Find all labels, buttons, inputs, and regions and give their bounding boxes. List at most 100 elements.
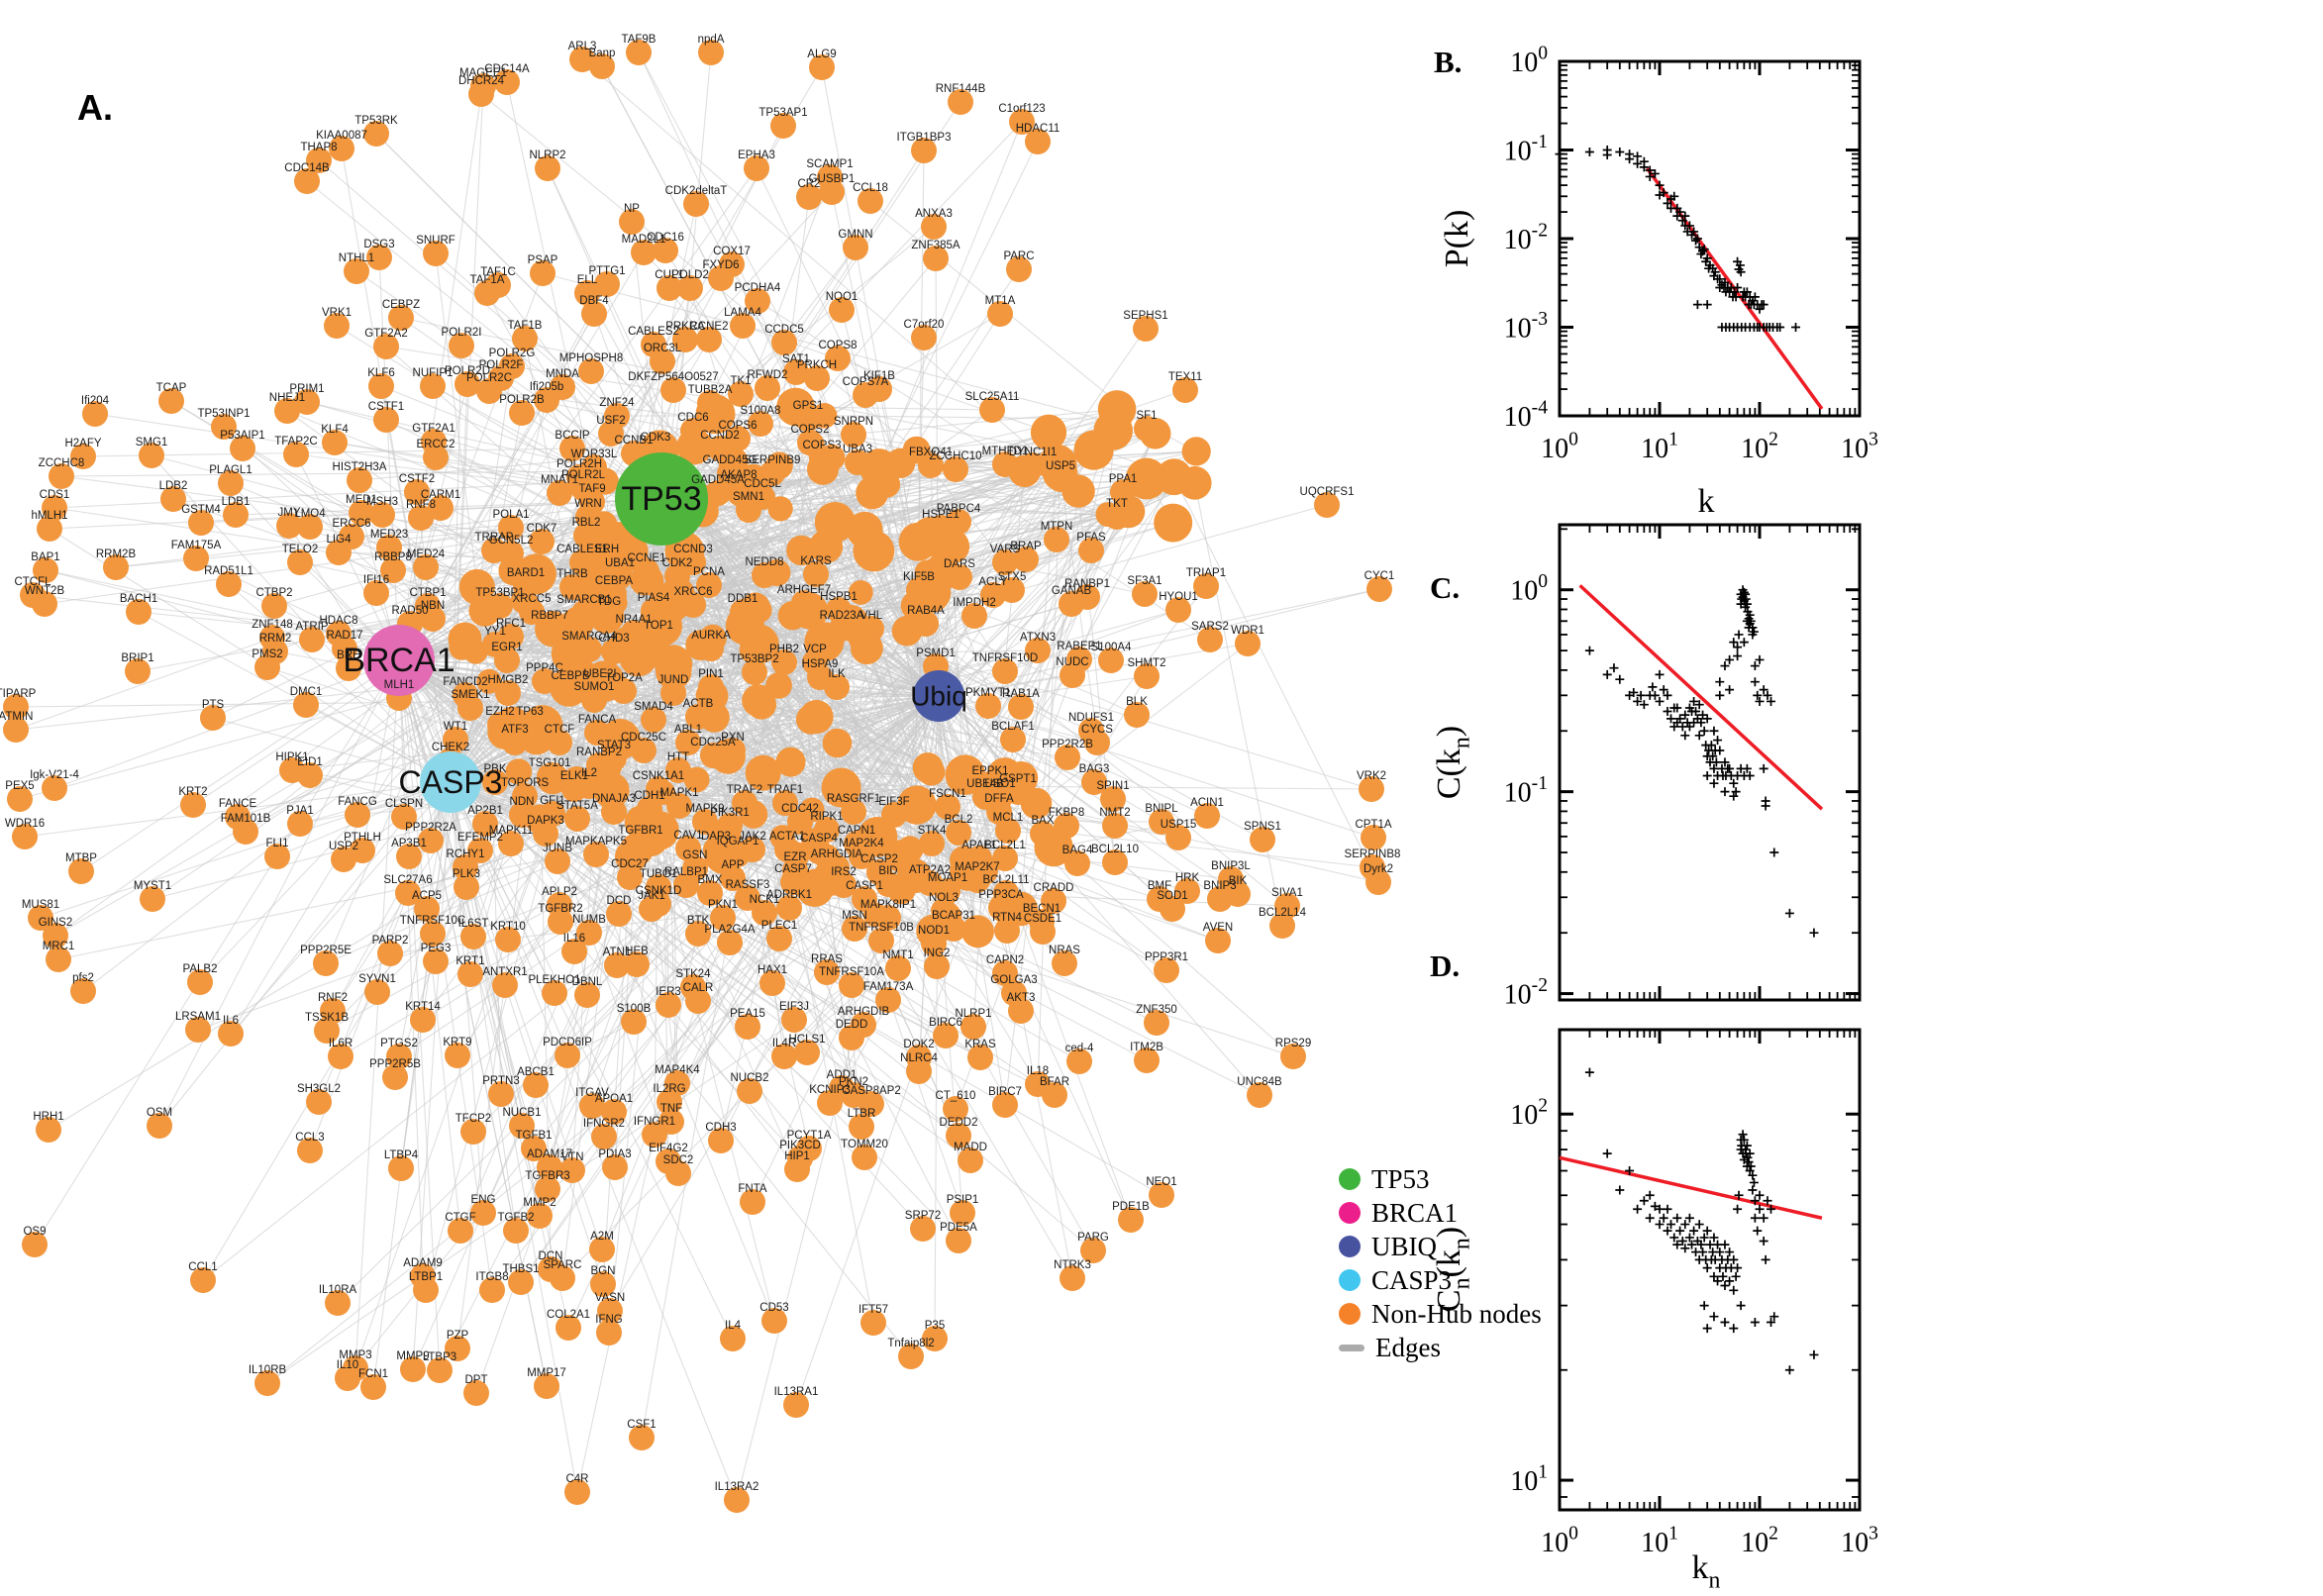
- network-node: [979, 397, 1005, 423]
- network-edge: [758, 529, 865, 645]
- network-node: [759, 460, 785, 486]
- network-node-label: MOAP1: [928, 872, 967, 884]
- network-node: [1365, 869, 1391, 895]
- network-node: [604, 952, 630, 978]
- network-node-label: BIK: [1229, 875, 1248, 887]
- network-node-label: MLH1: [384, 679, 415, 691]
- network-node-label: CDH3: [705, 1122, 736, 1134]
- scatter-point: [1755, 1204, 1765, 1214]
- network-node-label: NP: [624, 203, 640, 215]
- network-node-label: HDAC8: [320, 615, 358, 627]
- network-node: [710, 905, 736, 931]
- scatter-point: [1759, 300, 1768, 310]
- network-node: [576, 920, 602, 946]
- network-node-label: MAD2L1: [622, 234, 666, 246]
- network-node: [1165, 597, 1191, 623]
- network-node-label: SEPHS1: [1123, 310, 1167, 322]
- network-node: [1205, 928, 1231, 953]
- network-node-label: TGFBR1: [618, 825, 662, 837]
- network-node: [382, 1064, 408, 1090]
- network-node: [1133, 316, 1159, 342]
- network-node-label: TFCP2: [455, 1113, 491, 1125]
- scatter-point: [1713, 1276, 1723, 1286]
- network-node: [1084, 730, 1110, 755]
- network-node: [966, 846, 992, 871]
- network-node-label: USF2: [596, 415, 625, 427]
- network-node: [698, 636, 724, 661]
- network-node-label: BLK: [1126, 696, 1148, 708]
- network-node: [583, 842, 609, 867]
- network-node-label: GANAB: [1052, 585, 1092, 597]
- network-node-label: CAPN1: [838, 825, 875, 837]
- network-node: [534, 387, 559, 413]
- network-node-label: CTBP2: [255, 587, 292, 599]
- network-node: [479, 1277, 505, 1303]
- network-node-label: PPP3CA: [978, 889, 1024, 901]
- scatter-point: [1720, 1318, 1730, 1328]
- network-node-label: TAF1A: [470, 274, 505, 286]
- scatter-point: [1745, 1148, 1755, 1158]
- network-node-label: BRIP1: [121, 652, 153, 664]
- network-node-label: CDK2: [662, 557, 693, 569]
- network-node-label: ADRBK1: [766, 889, 812, 901]
- network-node: [596, 602, 622, 628]
- network-node: [843, 235, 868, 260]
- network-node: [1193, 573, 1219, 599]
- network-node-label: BGN: [591, 1265, 616, 1277]
- network-node: [946, 1228, 971, 1253]
- network-node: [680, 592, 706, 618]
- network-node: [476, 378, 502, 404]
- network-node: [369, 502, 395, 528]
- network-edge: [813, 840, 1073, 1279]
- scatter-point: [1702, 1324, 1712, 1334]
- network-edge: [230, 482, 400, 661]
- network-node: [502, 730, 528, 755]
- network-node: [254, 1370, 280, 1396]
- axis-label: 100: [1541, 429, 1578, 464]
- network-node-label: CLSPN: [385, 798, 423, 810]
- network-node: [537, 763, 562, 789]
- network-node-label: VRK2: [1357, 770, 1386, 782]
- network-node: [656, 275, 682, 301]
- network-node: [680, 418, 706, 444]
- network-node: [460, 1119, 486, 1145]
- network-node-label: CCDC5: [764, 324, 804, 336]
- network-node-label: TNFRSF10C: [400, 915, 465, 927]
- network-node: [70, 978, 96, 1004]
- network-node-label: MTBP: [65, 852, 97, 864]
- network-node-label: Ifi204: [81, 395, 110, 407]
- scatter-point: [1715, 746, 1725, 755]
- network-edge: [658, 592, 932, 832]
- network-node: [641, 598, 666, 624]
- network-node-label: ARHGDIB: [838, 1006, 890, 1018]
- scatter-point: [1650, 1201, 1660, 1211]
- scatter-point: [1692, 300, 1702, 310]
- network-node: [943, 1096, 968, 1122]
- network-node-label: DFFA: [984, 793, 1014, 805]
- legend-item-casp3: CASP3: [1339, 1263, 1542, 1297]
- network-node: [404, 479, 430, 505]
- network-node: [396, 844, 422, 869]
- network-node: [1030, 919, 1056, 945]
- network-node: [994, 918, 1020, 944]
- network-node-label: SIVA1: [1271, 887, 1303, 899]
- scatter-point: [1725, 685, 1735, 695]
- network-node: [919, 831, 945, 856]
- network-node-label: COX17: [713, 246, 751, 257]
- network-node-label: CCND3: [673, 544, 713, 555]
- axis-label: k: [1698, 483, 1715, 520]
- network-node-label: ZNF24: [599, 397, 635, 409]
- scatter-point: [1738, 1130, 1748, 1140]
- network-edge: [475, 607, 757, 1394]
- network-node-label: POLR2H: [556, 458, 602, 470]
- network-node: [474, 280, 500, 306]
- network-edge: [53, 659, 400, 789]
- scatter-point: [1689, 227, 1699, 237]
- network-node-label: BIRC7: [988, 1086, 1022, 1098]
- network-node-unlabeled: [896, 836, 924, 863]
- network-node: [218, 470, 244, 496]
- network-node: [735, 1014, 760, 1040]
- legend-label: BRCA1: [1371, 1197, 1459, 1228]
- network-node-label: BMF: [1148, 880, 1171, 892]
- network-node-label: LDB2: [159, 480, 188, 492]
